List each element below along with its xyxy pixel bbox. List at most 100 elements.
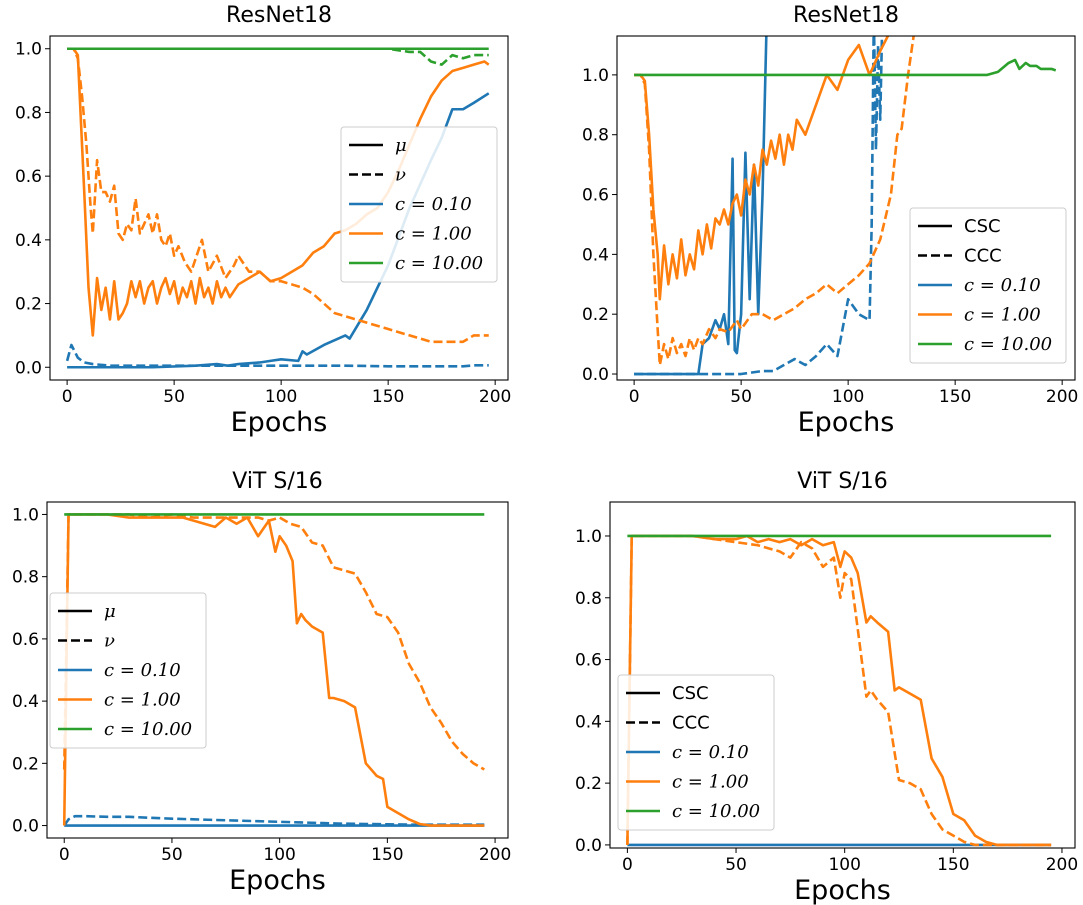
legend-label: c = 10.00 (964, 334, 1052, 355)
series-line-c-1-00 (62, 513, 485, 827)
series-line-c-1-00 (67, 47, 489, 344)
series-group (626, 534, 1052, 847)
y-tick-label: 0.8 (575, 589, 602, 609)
legend-label: ν (395, 165, 406, 186)
x-tick-label: 100 (265, 387, 297, 407)
chart-title: ViT S/16 (232, 469, 322, 494)
legend: CSC CCC c = 0.10 c = 1.00 c = 10.00 (909, 207, 1067, 364)
x-axis-label: Epochs (798, 407, 895, 438)
x-tick-label: 0 (622, 855, 633, 875)
y-tick-label: 0.8 (12, 568, 39, 588)
x-axis-label: Epochs (231, 407, 328, 438)
y-tick-label: 1.0 (12, 505, 39, 525)
x-tick-label: 150 (937, 855, 969, 875)
chart-panel-4: 0 50 100 150 200 0.0 0.2 0.4 0.6 0.8 1.0 ViT S/16 Ep… (575, 469, 1078, 905)
x-tick-label: 100 (263, 845, 295, 865)
y-tick-label: 0.8 (15, 103, 42, 123)
x-tick-label: 100 (828, 855, 860, 875)
x-tick-label: 200 (1046, 387, 1078, 407)
y-tick-label: 0.2 (582, 305, 609, 325)
x-tick-label: 200 (479, 845, 511, 865)
series-line-c-10-00-csc (634, 58, 1057, 77)
x-tick-label: 50 (730, 387, 752, 407)
y-tick-label: 0.0 (582, 365, 609, 385)
legend-box (340, 126, 498, 283)
x-axis-label: Epochs (229, 865, 326, 896)
y-tick-label: 0.0 (12, 817, 39, 837)
plot-frame (49, 35, 509, 381)
legend-box (49, 592, 207, 749)
legend-box (617, 674, 775, 831)
y-tick-label: 0.6 (12, 630, 39, 650)
series-line-c-1-00-csc (634, 36, 890, 301)
legend-label: c = 0.10 (104, 660, 181, 681)
legend-label: μ (104, 601, 116, 622)
legend-label: c = 0.10 (395, 194, 472, 215)
chart-title: ResNet18 (226, 3, 332, 28)
y-tick-label: 0.2 (12, 754, 39, 774)
legend-label: c = 1.00 (672, 772, 749, 793)
y-tick-label: 0.4 (15, 231, 42, 251)
chart-panel-3: 0 50 100 150 200 0.0 0.2 0.4 0.6 0.8 1.0 ViT S/16 Ep… (12, 469, 511, 896)
y-tick-label: 0.0 (575, 836, 602, 856)
legend: μν c = 0.10 c = 1.00 c = 10.00 (340, 126, 498, 283)
y-tick-label: 0.0 (15, 358, 42, 378)
x-tick-label: 200 (1046, 855, 1078, 875)
legend-label: μ (395, 135, 407, 156)
plot-frame (616, 35, 1076, 381)
y-tick-label: 0.2 (15, 295, 42, 315)
y-tick-label: 0.4 (575, 712, 602, 732)
y-tick-label: 0.6 (582, 186, 609, 206)
x-tick-label: 50 (163, 387, 185, 407)
legend-label: c = 10.00 (104, 719, 192, 740)
y-tick-label: 0.6 (15, 167, 42, 187)
x-tick-label: 50 (161, 845, 183, 865)
series-line-c-1-00-ccc (634, 36, 915, 367)
legend-label: ν (104, 631, 115, 652)
chart-title: ResNet18 (793, 3, 899, 28)
y-tick-label: 0.6 (575, 651, 602, 671)
x-tick-label: 150 (371, 845, 403, 865)
x-tick-label: 50 (725, 855, 747, 875)
legend-label: CCC (672, 713, 710, 734)
x-tick-label: 200 (479, 387, 511, 407)
chart-panel-2: 0 50 100 150 200 0.0 0.2 0.4 0.6 0.8 1.0 ResNet18 Ep… (582, 3, 1078, 438)
legend-label: c = 10.00 (672, 801, 760, 822)
x-tick-label: 0 (62, 387, 73, 407)
series-line-c-10-00 (67, 47, 489, 66)
chart-title: ViT S/16 (797, 469, 887, 494)
x-tick-label: 150 (939, 387, 971, 407)
x-tick-label: 0 (629, 387, 640, 407)
legend-label: CSC (672, 683, 709, 704)
legend: μν c = 0.10 c = 1.00 c = 10.00 (49, 592, 207, 749)
plot-frame (46, 501, 509, 839)
y-tick-label: 1.0 (575, 527, 602, 547)
y-tick-label: 1.0 (582, 66, 609, 86)
legend-label: CSC (964, 216, 1001, 237)
y-tick-label: 0.4 (582, 245, 609, 265)
y-tick-label: 1.0 (15, 40, 42, 60)
y-tick-label: 0.2 (575, 774, 602, 794)
legend-label: c = 10.00 (395, 253, 483, 274)
series-group (634, 36, 1057, 376)
x-tick-label: 0 (59, 845, 70, 865)
legend-label: c = 1.00 (104, 690, 181, 711)
legend: CSC CCC c = 0.10 c = 1.00 c = 10.00 (617, 674, 775, 831)
y-tick-label: 0.8 (582, 126, 609, 146)
chart-panel-1: 0 50 100 150 200 0.0 0.2 0.4 0.6 0.8 1.0 ResNet18 Ep… (15, 3, 511, 438)
series-line-c-0-10 (65, 343, 489, 368)
series-line-c-0-10-ccc (634, 36, 884, 376)
series-line-c-0-10-csc (634, 36, 768, 376)
x-tick-label: 150 (372, 387, 404, 407)
series-line-c-0-10 (63, 814, 485, 827)
y-tick-label: 0.4 (12, 692, 39, 712)
legend-label: c = 0.10 (672, 742, 749, 763)
series-line-c-1-00 (62, 513, 485, 771)
legend-label: CCC (964, 246, 1002, 267)
legend-label: c = 1.00 (395, 224, 472, 245)
legend-label: c = 0.10 (964, 275, 1041, 296)
x-tick-label: 100 (832, 387, 864, 407)
legend-label: c = 1.00 (964, 305, 1041, 326)
x-axis-label: Epochs (794, 875, 891, 905)
